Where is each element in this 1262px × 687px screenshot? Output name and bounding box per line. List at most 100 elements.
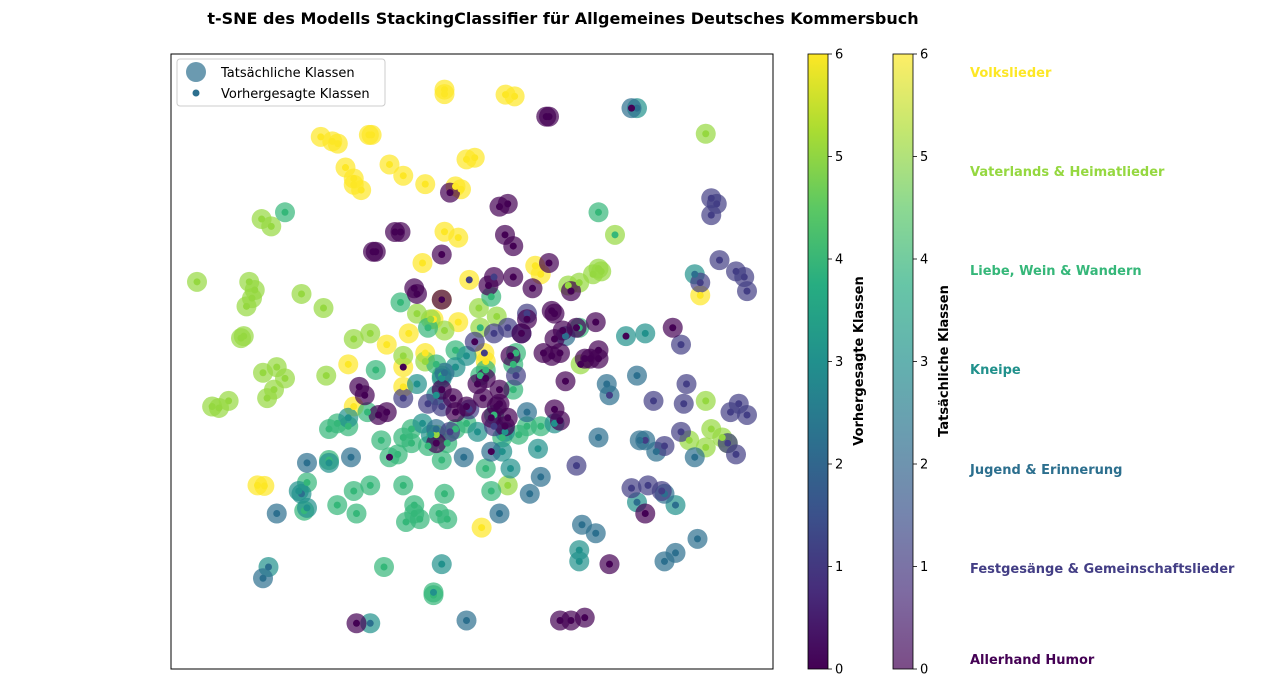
predicted-point bbox=[441, 490, 448, 498]
predicted-point bbox=[394, 450, 402, 458]
predicted-point bbox=[685, 436, 693, 444]
predicted-point bbox=[443, 515, 451, 523]
predicted-point bbox=[650, 397, 657, 405]
predicted-point bbox=[696, 291, 704, 299]
predicted-point bbox=[740, 273, 748, 281]
legend-label-actual: Tatsächliche Klassen bbox=[220, 66, 355, 81]
predicted-point bbox=[606, 391, 613, 399]
predicted-point bbox=[573, 462, 580, 470]
colorbar-tick-label: 0 bbox=[920, 663, 928, 678]
predicted-point bbox=[452, 182, 459, 190]
predicted-point bbox=[551, 310, 558, 318]
predicted-point bbox=[452, 346, 459, 354]
colorbar-predicted: 0 1 2 3 4 5 6 Vorhergesagte Klassen bbox=[807, 48, 867, 678]
class-label-kneipe: Kneipe bbox=[970, 363, 1021, 378]
predicted-point bbox=[696, 279, 704, 287]
legend-box bbox=[176, 58, 386, 107]
predicted-point bbox=[408, 439, 415, 447]
colorbar-tick-label: 4 bbox=[920, 253, 928, 268]
predicted-point bbox=[595, 355, 602, 363]
predicted-point bbox=[727, 408, 734, 416]
predicted-point bbox=[476, 324, 484, 332]
predicted-point bbox=[325, 425, 333, 433]
predicted-point bbox=[504, 200, 512, 208]
predicted-point bbox=[265, 563, 272, 571]
predicted-point bbox=[441, 228, 448, 236]
predicted-point bbox=[677, 428, 685, 436]
predicted-point bbox=[410, 510, 418, 518]
predicted-point bbox=[438, 560, 446, 568]
colorbar-actual: 0 1 2 3 4 5 6 Tatsächliche Klassen bbox=[892, 48, 952, 678]
predicted-point bbox=[251, 286, 259, 294]
predicted-point bbox=[463, 403, 470, 411]
predicted-point bbox=[487, 487, 495, 495]
predicted-point bbox=[463, 352, 470, 360]
predicted-point bbox=[611, 231, 619, 239]
predicted-point bbox=[562, 332, 569, 340]
predicted-point bbox=[432, 425, 440, 433]
predicted-point bbox=[595, 346, 602, 354]
predicted-point bbox=[735, 400, 743, 408]
colorbar-tick-label: 2 bbox=[920, 458, 928, 473]
predicted-point bbox=[357, 186, 365, 194]
predicted-point bbox=[496, 510, 503, 518]
predicted-point bbox=[707, 194, 715, 202]
predicted-point bbox=[498, 434, 506, 442]
predicted-point bbox=[658, 487, 666, 495]
predicted-point bbox=[449, 394, 457, 402]
predicted-point bbox=[556, 417, 564, 425]
predicted-point bbox=[672, 501, 679, 509]
predicted-point bbox=[641, 510, 649, 518]
colorbar-actual-label: Tatsächliche Klassen bbox=[937, 285, 952, 437]
predicted-point bbox=[589, 270, 597, 278]
predicted-point bbox=[493, 403, 501, 411]
predicted-point bbox=[397, 228, 404, 236]
predicted-point bbox=[537, 473, 545, 481]
predicted-point bbox=[344, 360, 352, 368]
predicted-point bbox=[446, 428, 454, 436]
predicted-point bbox=[691, 270, 699, 278]
predicted-point bbox=[353, 619, 360, 627]
colorbar-tick-label: 2 bbox=[835, 458, 843, 473]
predicted-point bbox=[452, 408, 459, 416]
predicted-point bbox=[333, 501, 341, 509]
predicted-point bbox=[498, 448, 506, 456]
predicted-point bbox=[661, 442, 668, 450]
predicted-points-layer bbox=[193, 86, 751, 627]
predicted-point bbox=[551, 405, 558, 413]
predicted-point bbox=[258, 215, 266, 223]
predicted-point bbox=[386, 160, 393, 168]
predicted-point bbox=[369, 248, 377, 256]
predicted-point bbox=[303, 504, 311, 512]
predicted-point bbox=[399, 352, 407, 360]
legend-marker-actual bbox=[186, 62, 206, 82]
predicted-point bbox=[465, 276, 473, 284]
predicted-point bbox=[716, 256, 723, 264]
predicted-point bbox=[372, 366, 380, 374]
predicted-point bbox=[474, 428, 481, 436]
predicted-point bbox=[562, 377, 569, 385]
predicted-point bbox=[368, 131, 376, 139]
predicted-point bbox=[350, 335, 358, 343]
predicted-point bbox=[718, 434, 726, 442]
predicted-point bbox=[344, 414, 352, 422]
predicted-point bbox=[531, 262, 539, 270]
predicted-point bbox=[391, 228, 399, 236]
predicted-point bbox=[397, 298, 404, 306]
predicted-point bbox=[361, 391, 369, 399]
predicted-point bbox=[575, 279, 583, 287]
colorbar-tick-label: 3 bbox=[835, 355, 843, 370]
predicted-point bbox=[512, 349, 520, 357]
predicted-point bbox=[399, 172, 407, 180]
predicted-point bbox=[551, 419, 558, 427]
predicted-point bbox=[303, 479, 311, 487]
predicted-point bbox=[595, 434, 602, 442]
predicted-point bbox=[432, 439, 440, 447]
predicted-point bbox=[724, 439, 732, 447]
colorbar-tick-label: 5 bbox=[920, 150, 928, 165]
predicted-point bbox=[430, 588, 437, 596]
colorbar-tick-label: 1 bbox=[920, 560, 928, 575]
predicted-point bbox=[515, 431, 523, 439]
predicted-point bbox=[523, 422, 531, 430]
predicted-point bbox=[509, 360, 517, 368]
